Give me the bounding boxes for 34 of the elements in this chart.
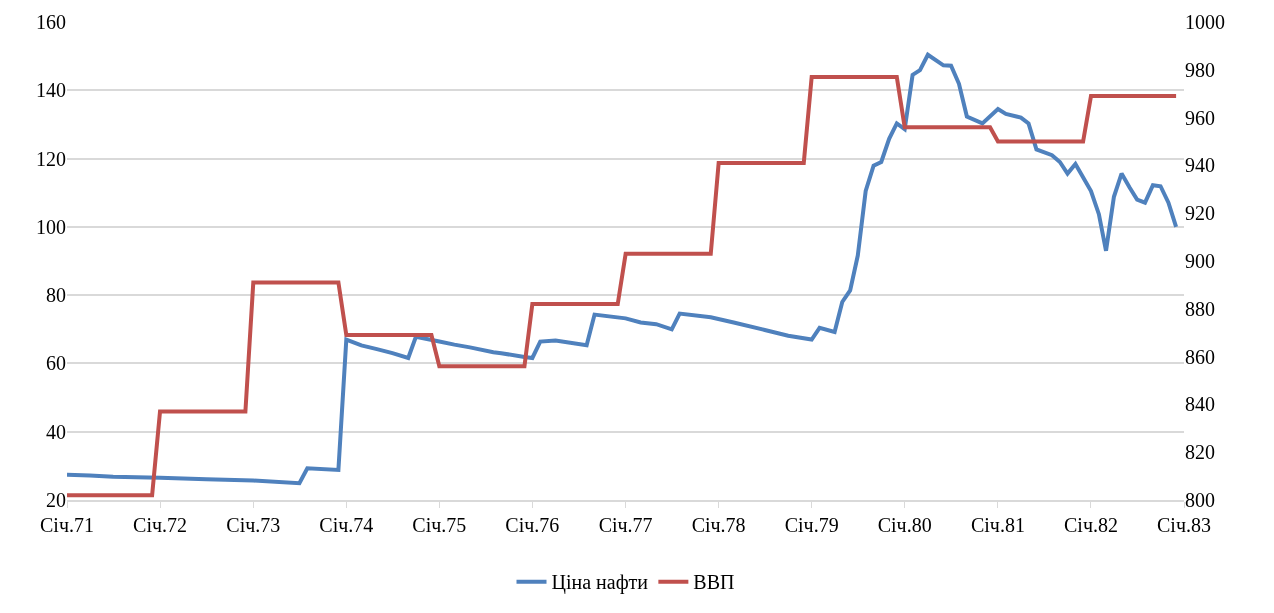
legend-label: Ціна нафти xyxy=(551,571,649,595)
x-tick-label: Січ.77 xyxy=(598,513,653,536)
x-tick-label: Січ.78 xyxy=(691,513,746,536)
y-tick-label: 160 xyxy=(36,11,66,33)
y2-tick-label: 860 xyxy=(1185,345,1215,368)
x-tick-label: Січ.80 xyxy=(877,513,932,536)
y2-tick-label: 980 xyxy=(1185,58,1215,81)
x-tick-label: Січ.71 xyxy=(40,513,94,536)
y2-tick-label: 1000 xyxy=(1185,11,1225,33)
x-tick-label: Січ.81 xyxy=(970,513,1025,536)
y2-tick-label: 960 xyxy=(1185,106,1215,129)
y2-tick-label: 820 xyxy=(1185,441,1215,464)
y-tick-label: 120 xyxy=(36,147,66,170)
y2-tick-label: 880 xyxy=(1185,297,1215,320)
y-tick-label: 40 xyxy=(46,420,66,443)
x-tick-label: Січ.76 xyxy=(505,513,560,536)
y2-tick-label: 920 xyxy=(1185,202,1215,225)
y2-tick-label: 940 xyxy=(1185,154,1215,177)
x-tick-label: Січ.73 xyxy=(226,513,281,536)
x-tick-label: Січ.75 xyxy=(412,513,467,536)
y-tick-label: 20 xyxy=(46,489,66,511)
y2-tick-label: 840 xyxy=(1185,393,1215,416)
y2-tick-label: 800 xyxy=(1185,489,1215,511)
x-tick-label: Січ.83 xyxy=(1157,513,1211,536)
legend-label: ВВП xyxy=(693,571,735,594)
x-tick-label: Січ.82 xyxy=(1064,513,1118,536)
y-tick-label: 100 xyxy=(36,215,66,238)
x-tick-label: Січ.72 xyxy=(133,513,187,536)
y-tick-label: 60 xyxy=(46,352,66,375)
y-tick-label: 80 xyxy=(46,284,66,307)
x-tick-label: Січ.79 xyxy=(784,513,839,536)
x-tick-label: Січ.74 xyxy=(319,513,374,536)
y-tick-label: 140 xyxy=(36,79,66,102)
y2-tick-label: 900 xyxy=(1185,250,1215,272)
